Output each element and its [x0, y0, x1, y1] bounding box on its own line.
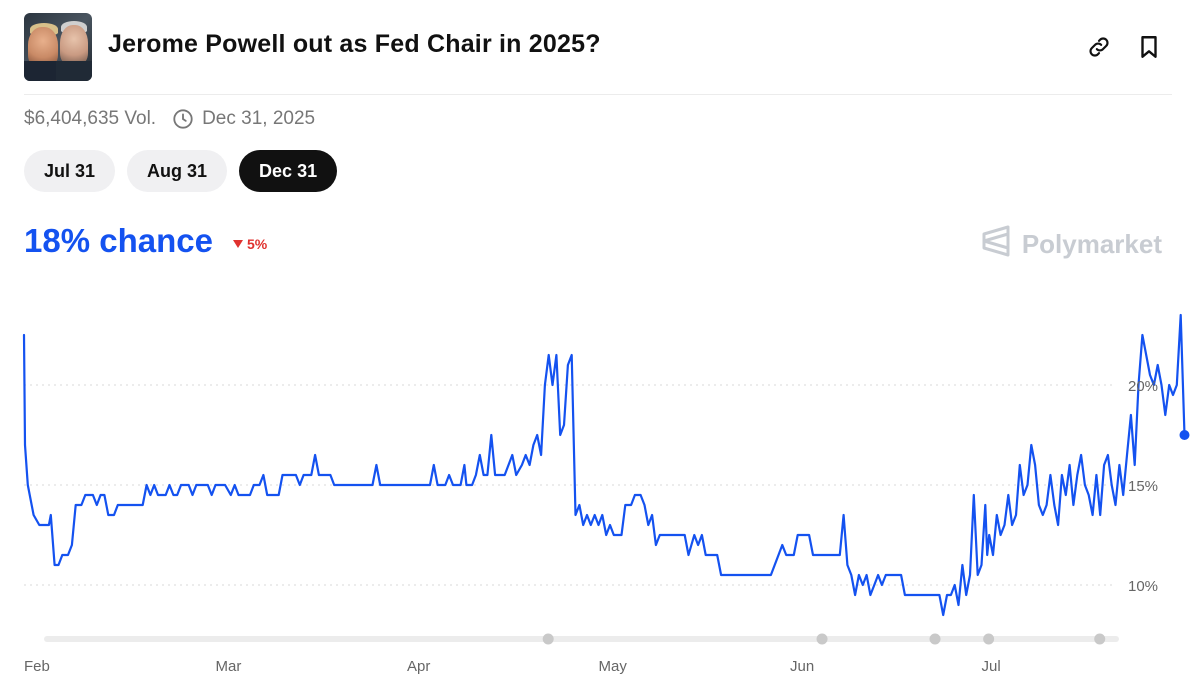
date-tabs: Jul 31 Aug 31 Dec 31 [24, 150, 338, 192]
y-tick-label: 10% [1128, 578, 1158, 595]
end-date-text: Dec 31, 2025 [202, 108, 316, 129]
thumbnail-figure-left [28, 27, 58, 67]
polymarket-logo-icon [980, 224, 1012, 265]
price-line-series[interactable] [22, 313, 1186, 617]
range-marker[interactable] [983, 633, 995, 645]
clock-icon [172, 108, 194, 130]
x-tick-label: Jun [790, 658, 814, 675]
tab-aug-31[interactable]: Aug 31 [127, 150, 228, 192]
thumbnail-suit-left [24, 61, 60, 81]
x-tick-label: Mar [216, 658, 242, 675]
price-chart[interactable]: 20% 15% 10% Feb Mar Apr May Jun Jul [0, 300, 1200, 678]
range-marker[interactable] [542, 633, 554, 645]
chance-value: 18% chance [24, 222, 213, 259]
x-tick-label: May [599, 658, 628, 675]
header-divider [24, 94, 1172, 95]
thumbnail-figure-right [60, 25, 88, 65]
range-marker[interactable] [1094, 633, 1106, 645]
volume-text: $6,404,635 Vol. [24, 108, 157, 129]
range-marker[interactable] [929, 633, 941, 645]
delta-text: 5% [247, 236, 268, 252]
range-track[interactable] [44, 636, 1119, 642]
chance-delta: 5% [232, 236, 267, 252]
tab-jul-31[interactable]: Jul 31 [24, 150, 116, 192]
y-tick-label: 20% [1128, 378, 1158, 395]
x-tick-label: Feb [24, 658, 50, 675]
range-marker[interactable] [816, 633, 828, 645]
bookmark-icon[interactable] [1136, 34, 1162, 60]
x-tick-label: Jul [982, 658, 1001, 675]
market-meta: $6,404,635 Vol. Dec 31, 2025 [24, 108, 315, 130]
triangle-down-icon [232, 236, 244, 252]
polymarket-brand-text: Polymarket [1021, 229, 1162, 259]
market-thumbnail [24, 13, 92, 81]
thumbnail-suit-right [56, 61, 92, 81]
market-title: Jerome Powell out as Fed Chair in 2025? [108, 30, 601, 58]
link-icon[interactable] [1086, 34, 1112, 60]
y-tick-label: 15% [1128, 478, 1158, 495]
current-price-point[interactable] [1179, 430, 1190, 440]
tab-dec-31[interactable]: Dec 31 [239, 150, 338, 192]
x-tick-label: Apr [407, 658, 430, 675]
polymarket-brand: Polymarket [980, 224, 1162, 265]
